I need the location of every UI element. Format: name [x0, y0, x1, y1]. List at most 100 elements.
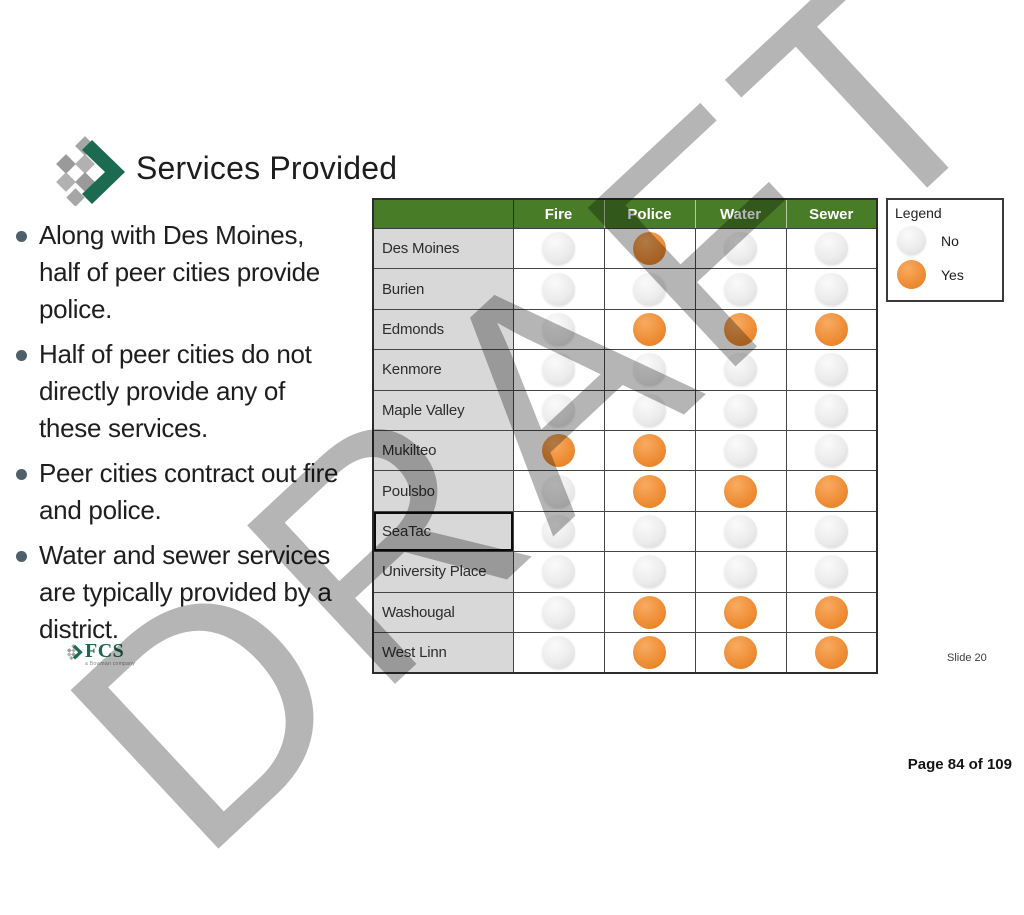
yes-dot-icon [542, 434, 575, 468]
service-cell [512, 551, 605, 593]
yes-dot-icon [633, 595, 666, 629]
bullet-text: Along with Des Moines, half of peer citi… [39, 220, 320, 324]
city-cell: West Linn [372, 631, 514, 674]
bullet-text: Peer cities contract out fire and police… [39, 458, 339, 525]
city-cell: Mukilteo [372, 429, 514, 472]
service-cell [512, 470, 605, 512]
table-row: West Linn [372, 631, 878, 674]
no-dot-icon [814, 393, 848, 427]
city-cell: SeaTac [372, 510, 514, 553]
service-cell [512, 510, 605, 553]
service-cell [603, 631, 696, 674]
slide-number: Slide 20 [947, 652, 987, 664]
bullet-item: Along with Des Moines, half of peer citi… [8, 217, 364, 328]
no-dot-icon [633, 272, 666, 306]
footer-logo-name: FCS [85, 640, 125, 662]
city-cell: Maple Valley [372, 389, 514, 431]
service-cell [785, 349, 878, 391]
footer-logo-icon [66, 644, 83, 660]
no-dot-icon [542, 232, 575, 266]
table-row: Des Moines [372, 227, 878, 270]
legend-item: Yes [895, 260, 995, 289]
no-dot-icon [633, 555, 666, 589]
table-row: SeaTac [372, 510, 878, 553]
no-dot-icon [542, 474, 575, 508]
no-dot-icon [542, 272, 575, 306]
service-cell [603, 389, 696, 431]
service-cell [785, 591, 878, 633]
services-table: Fire Police Water Sewer Des Moines Burien E… [372, 198, 878, 674]
footer-logo-tagline: a Bowman company [85, 661, 136, 667]
page-number: Page 84 of 109 [907, 756, 1012, 773]
no-dot-icon [542, 555, 575, 589]
service-cell [694, 551, 787, 593]
city-cell: Poulsbo [372, 470, 514, 512]
bullet-text: Water and sewer services are typically p… [39, 540, 332, 644]
bullet-text: Half of peer cities do not directly prov… [39, 339, 312, 443]
table-row: Poulsbo [372, 470, 878, 512]
column-header: Police [603, 199, 695, 229]
no-dot-icon [724, 514, 757, 548]
no-dot-icon [542, 393, 575, 427]
service-cell [603, 470, 696, 512]
legend-dot-icon [897, 260, 926, 289]
service-cell [785, 227, 878, 270]
corner-cell [373, 199, 514, 229]
yes-dot-icon [724, 474, 757, 508]
no-dot-icon [542, 353, 575, 387]
table-row: Mukilteo [372, 429, 878, 472]
bullet-list: Along with Des Moines, half of peer citi… [8, 217, 364, 656]
service-cell [512, 631, 605, 674]
no-dot-icon [814, 272, 848, 306]
yes-dot-icon [814, 474, 848, 508]
legend-title: Legend [895, 205, 942, 221]
bullet-item: Half of peer cities do not directly prov… [8, 336, 364, 447]
column-header: Fire [512, 199, 604, 229]
bullet-item: Peer cities contract out fire and police… [8, 455, 364, 529]
table-row: Maple Valley [372, 389, 878, 431]
no-dot-icon [814, 514, 848, 548]
service-cell [512, 308, 605, 351]
page-title: Services Provided [136, 150, 398, 186]
service-cell [512, 349, 605, 391]
legend-items: No Yes [895, 226, 995, 289]
service-cell [694, 389, 787, 431]
yes-dot-icon [724, 312, 757, 346]
company-logo-icon [52, 136, 126, 207]
service-cell [512, 268, 605, 310]
legend-dot-icon [897, 226, 926, 255]
legend: Legend No Yes [886, 198, 1004, 302]
services-table-body: Des Moines Burien Edmonds Kenmore Maple … [372, 227, 878, 674]
service-cell [694, 268, 787, 310]
yes-dot-icon [633, 434, 666, 468]
no-dot-icon [542, 312, 575, 346]
bullet-dot-icon [16, 469, 27, 480]
service-cell [694, 470, 787, 512]
yes-dot-icon [724, 595, 757, 629]
city-cell: Washougal [372, 591, 514, 633]
yes-dot-icon [814, 635, 848, 669]
service-cell [603, 429, 696, 472]
city-cell: University Place [372, 551, 514, 593]
legend-item: No [895, 226, 995, 255]
service-cell [694, 591, 787, 633]
service-cell [512, 389, 605, 431]
no-dot-icon [724, 232, 757, 266]
no-dot-icon [724, 434, 757, 468]
no-dot-icon [633, 393, 666, 427]
yes-dot-icon [633, 635, 666, 669]
service-cell [785, 510, 878, 553]
service-cell [785, 470, 878, 512]
footer-logo: FCS a Bowman company [66, 640, 136, 667]
table-header-row: Fire Police Water Sewer [373, 199, 877, 229]
service-cell [785, 631, 878, 674]
service-cell [694, 227, 787, 270]
table-row: University Place [372, 551, 878, 593]
service-cell [603, 227, 696, 270]
no-dot-icon [542, 514, 575, 548]
service-cell [512, 429, 605, 472]
service-cell [694, 308, 787, 351]
service-cell [694, 349, 787, 391]
bullet-dot-icon [16, 231, 27, 242]
yes-dot-icon [633, 232, 666, 266]
